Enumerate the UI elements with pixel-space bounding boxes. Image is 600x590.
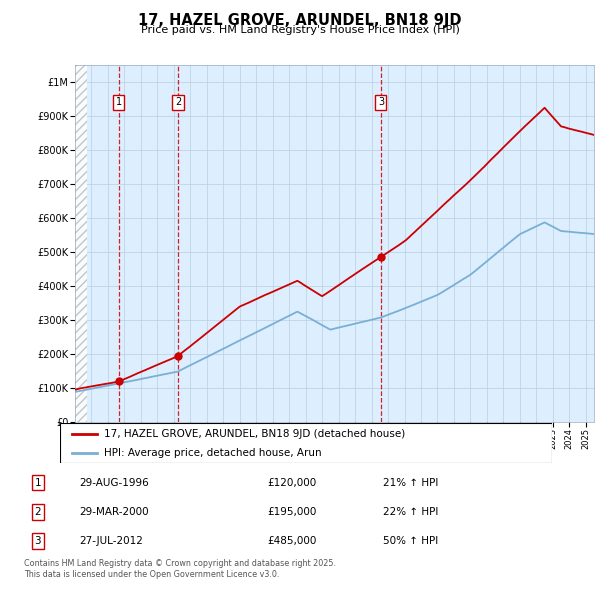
Text: Contains HM Land Registry data © Crown copyright and database right 2025.: Contains HM Land Registry data © Crown c… [24,559,336,568]
Text: 21% ↑ HPI: 21% ↑ HPI [383,477,438,487]
Text: £485,000: £485,000 [267,536,316,546]
Text: 17, HAZEL GROVE, ARUNDEL, BN18 9JD: 17, HAZEL GROVE, ARUNDEL, BN18 9JD [138,13,462,28]
Text: 17, HAZEL GROVE, ARUNDEL, BN18 9JD (detached house): 17, HAZEL GROVE, ARUNDEL, BN18 9JD (deta… [104,430,406,440]
Text: £195,000: £195,000 [267,507,316,517]
Text: 29-AUG-1996: 29-AUG-1996 [79,477,149,487]
Text: £120,000: £120,000 [267,477,316,487]
Text: 50% ↑ HPI: 50% ↑ HPI [383,536,438,546]
Text: 1: 1 [116,97,122,107]
Text: 1: 1 [34,477,41,487]
Text: 3: 3 [378,97,384,107]
Text: This data is licensed under the Open Government Licence v3.0.: This data is licensed under the Open Gov… [24,571,280,579]
Text: 29-MAR-2000: 29-MAR-2000 [79,507,149,517]
Text: 2: 2 [175,97,181,107]
Text: 2: 2 [34,507,41,517]
Text: 27-JUL-2012: 27-JUL-2012 [79,536,143,546]
Text: HPI: Average price, detached house, Arun: HPI: Average price, detached house, Arun [104,448,322,458]
Text: 3: 3 [34,536,41,546]
Text: 22% ↑ HPI: 22% ↑ HPI [383,507,438,517]
Text: Price paid vs. HM Land Registry's House Price Index (HPI): Price paid vs. HM Land Registry's House … [140,25,460,35]
